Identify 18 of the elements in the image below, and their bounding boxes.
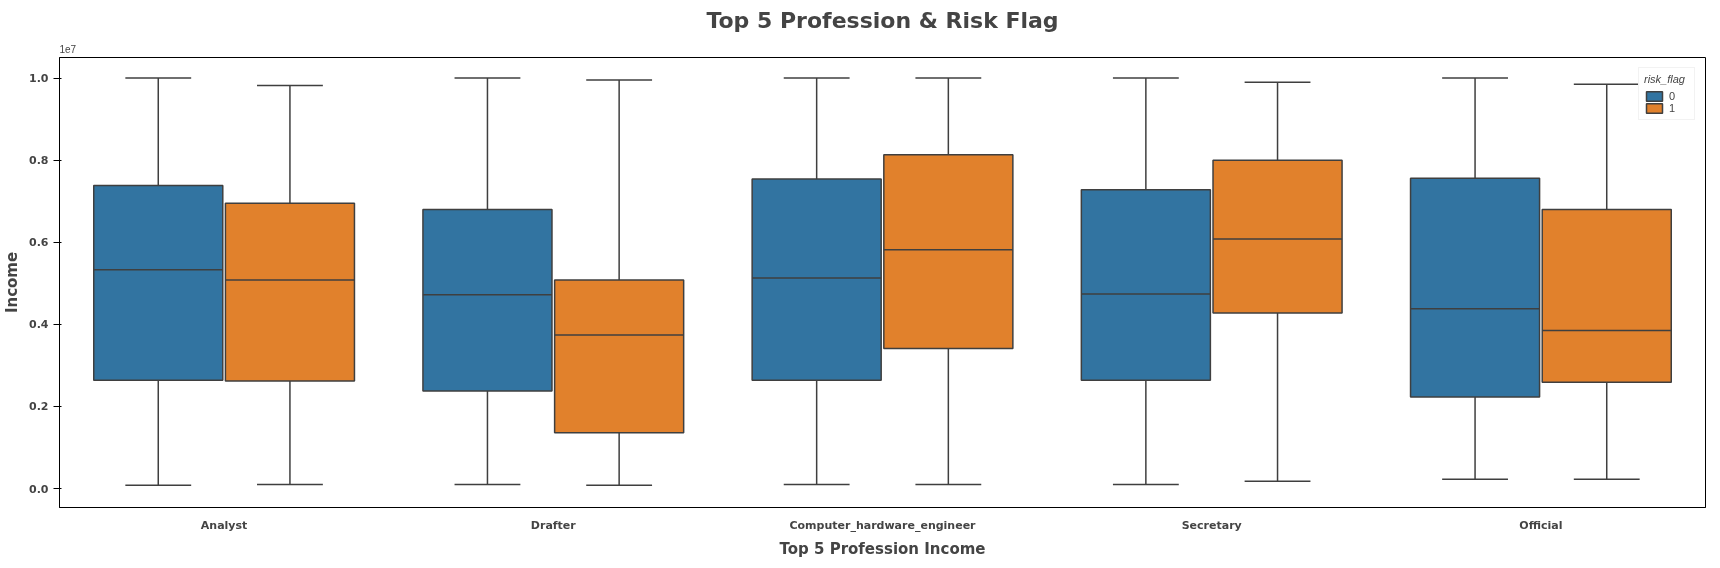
x-tick-label: Official: [1519, 518, 1563, 532]
legend-label: 1: [1669, 102, 1677, 114]
x-tick-label: Analyst: [200, 518, 248, 532]
y-tick-label: 0.0: [29, 482, 49, 496]
x-axis-title: Top 5 Profession Income: [779, 539, 986, 558]
y-tick-label: 0.6: [29, 236, 49, 250]
x-tick-label: Drafter: [530, 518, 577, 532]
legend-title: risk_flag: [1644, 73, 1686, 85]
y-tick-label: 0.8: [29, 154, 49, 168]
legend-label: 0: [1669, 90, 1677, 102]
chart-title: Top 5 Profession & Risk Flag: [706, 7, 1059, 33]
y-tick-label: 1.0: [29, 72, 49, 86]
x-tick-label: Computer_hardware_engineer: [789, 518, 977, 532]
text: 1e7: [59, 43, 77, 55]
y-tick-label: 0.4: [29, 318, 49, 332]
y-tick-label: 0.2: [29, 400, 49, 414]
x-tick-label: Secretary: [1181, 518, 1242, 532]
y-axis-title: Income: [3, 251, 22, 314]
